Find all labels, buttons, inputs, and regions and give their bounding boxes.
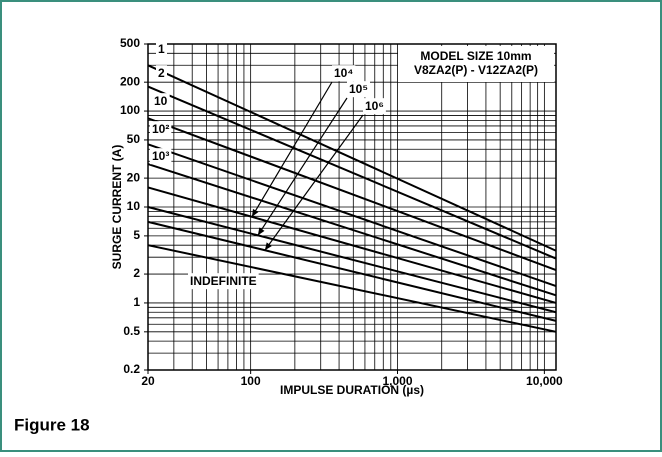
label-background (150, 148, 172, 165)
y-tick-label: 200 (120, 74, 140, 88)
x-tick-label: 1,000 (382, 374, 412, 388)
label-background (156, 65, 167, 82)
series-line (147, 143, 557, 287)
arrow-shaft (264, 114, 364, 251)
y-tick-label: 10 (127, 199, 141, 213)
x-tick-label: 10,000 (526, 374, 563, 388)
series-label: 10⁵ (349, 82, 368, 96)
y-tick-label: 0.5 (123, 324, 140, 338)
y-axis-label: SURGE CURRENT (A) (110, 145, 124, 270)
series-line (147, 163, 557, 297)
figure-label: Figure 18 (14, 415, 90, 434)
label-background (156, 41, 167, 58)
y-tick-label: 50 (127, 132, 141, 146)
y-tick-label: 500 (120, 36, 140, 50)
label-background (150, 121, 172, 138)
y-tick-label: 100 (120, 103, 140, 117)
y-tick-label: 20 (127, 170, 141, 184)
series-line (147, 64, 557, 252)
series-label: 1 (158, 42, 165, 56)
label-background (188, 273, 259, 290)
label-background (347, 81, 370, 98)
label-background (152, 93, 170, 110)
y-tick-label: 0.2 (123, 362, 140, 376)
series-label: 2 (158, 66, 165, 80)
series-line (147, 220, 557, 322)
series-label: 10⁶ (365, 99, 384, 113)
series-label: 10 (154, 94, 168, 108)
arrow-head (257, 227, 265, 236)
x-tick-label: 20 (141, 374, 155, 388)
y-tick-label: 1 (133, 295, 140, 309)
y-tick-label: 5 (133, 228, 140, 242)
arrow-head (264, 242, 272, 251)
x-tick-label: 100 (241, 374, 261, 388)
series-line (147, 206, 557, 314)
series-line (147, 117, 557, 272)
arrow-shaft (257, 97, 348, 236)
label-background (363, 98, 386, 115)
x-axis-label: IMPULSE DURATION (µs) (280, 383, 424, 397)
series-line (147, 85, 557, 260)
annotation: V8ZA2(P) - V12ZA2(P) (414, 63, 538, 77)
label-background (332, 65, 356, 82)
arrow-shaft (251, 81, 333, 218)
series-label: 10³ (152, 149, 169, 163)
y-tick-label: 2 (133, 266, 140, 280)
series-line (147, 244, 557, 333)
annotation: MODEL SIZE 10mm (420, 49, 531, 63)
annotation-box (398, 46, 554, 82)
series-label: INDEFINITE (190, 274, 257, 288)
arrow-head (251, 208, 259, 217)
series-label: 10² (152, 122, 169, 136)
series-line (147, 186, 557, 304)
series-label: 10⁴ (334, 66, 353, 80)
